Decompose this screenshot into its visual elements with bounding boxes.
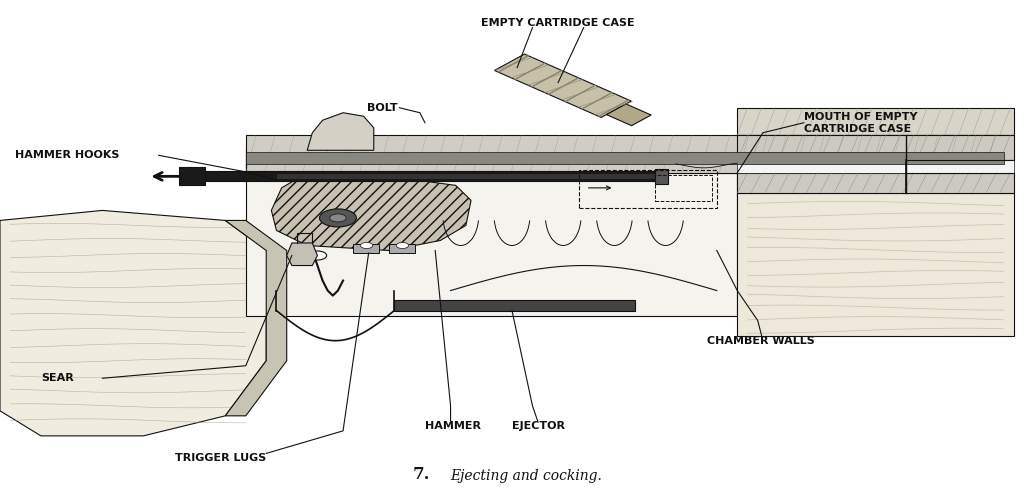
FancyBboxPatch shape [737, 108, 1014, 135]
Text: EMPTY CARTRIDGE CASE: EMPTY CARTRIDGE CASE [481, 18, 635, 28]
FancyBboxPatch shape [353, 244, 379, 253]
FancyArrow shape [582, 93, 612, 109]
FancyArrow shape [498, 56, 528, 72]
Text: TRIGGER LUGS: TRIGGER LUGS [174, 453, 266, 463]
FancyBboxPatch shape [394, 300, 635, 311]
FancyBboxPatch shape [495, 54, 632, 117]
Circle shape [330, 214, 346, 222]
Polygon shape [737, 193, 1014, 336]
Text: Ejecting and cocking.: Ejecting and cocking. [451, 469, 602, 483]
Text: SEAR: SEAR [41, 373, 74, 383]
Circle shape [396, 242, 409, 248]
Text: HAMMER HOOKS: HAMMER HOOKS [15, 150, 120, 160]
FancyBboxPatch shape [389, 244, 415, 253]
FancyBboxPatch shape [737, 160, 1014, 173]
FancyBboxPatch shape [179, 167, 205, 185]
Circle shape [319, 209, 356, 227]
FancyBboxPatch shape [246, 151, 1004, 164]
FancyBboxPatch shape [606, 104, 651, 126]
Polygon shape [307, 113, 374, 150]
Text: MOUTH OF EMPTY
CARTRIDGE CASE: MOUTH OF EMPTY CARTRIDGE CASE [804, 112, 918, 134]
Text: HAMMER: HAMMER [425, 421, 481, 431]
Text: CHAMBER WALLS: CHAMBER WALLS [707, 336, 814, 346]
FancyBboxPatch shape [737, 173, 1014, 193]
FancyArrow shape [598, 100, 629, 117]
Text: 7.: 7. [413, 466, 430, 483]
Circle shape [360, 242, 373, 248]
FancyArrow shape [548, 78, 579, 94]
FancyArrow shape [565, 85, 596, 102]
FancyArrow shape [531, 70, 562, 87]
Polygon shape [287, 243, 317, 266]
Polygon shape [246, 150, 737, 316]
Text: EJECTOR: EJECTOR [512, 421, 565, 431]
FancyBboxPatch shape [246, 150, 737, 173]
FancyBboxPatch shape [655, 169, 668, 184]
Polygon shape [271, 173, 471, 250]
FancyBboxPatch shape [276, 173, 666, 179]
FancyBboxPatch shape [737, 135, 1014, 160]
Text: BOLT: BOLT [367, 103, 397, 113]
Polygon shape [225, 220, 287, 416]
FancyBboxPatch shape [246, 135, 1004, 173]
Circle shape [308, 251, 327, 260]
FancyBboxPatch shape [189, 171, 666, 181]
Polygon shape [0, 210, 266, 436]
FancyArrow shape [514, 63, 546, 80]
